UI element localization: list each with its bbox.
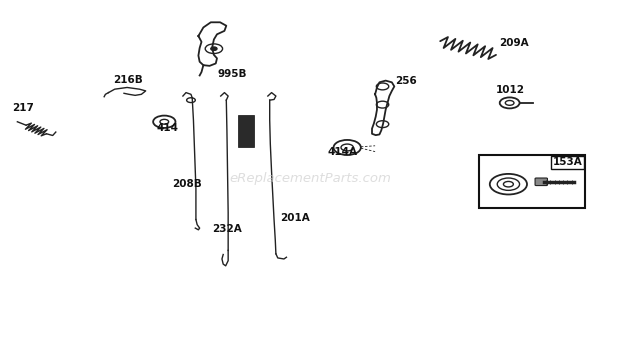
Text: 256: 256 (395, 76, 417, 86)
Circle shape (211, 47, 217, 50)
Bar (479, 155, 585, 208)
Text: 414: 414 (156, 123, 178, 133)
Text: 153A: 153A (552, 157, 582, 167)
Text: 232A: 232A (212, 224, 242, 234)
Text: 1012: 1012 (496, 85, 525, 95)
Text: 414A: 414A (327, 147, 357, 157)
Bar (238, 115, 254, 147)
Text: 209A: 209A (499, 38, 529, 48)
FancyBboxPatch shape (535, 178, 547, 186)
Text: 217: 217 (12, 104, 34, 114)
Text: 201A: 201A (280, 213, 310, 223)
Text: 216B: 216B (113, 75, 143, 85)
Text: 995B: 995B (217, 69, 247, 79)
Text: eReplacementParts.com: eReplacementParts.com (229, 172, 391, 185)
Text: 208B: 208B (172, 179, 202, 189)
